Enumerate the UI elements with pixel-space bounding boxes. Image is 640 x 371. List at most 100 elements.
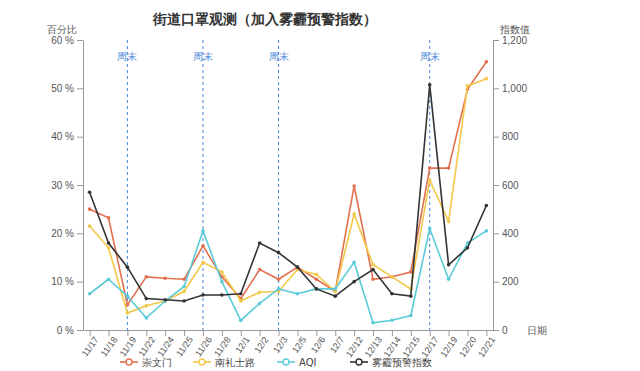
x-axis-line [84, 330, 494, 331]
tick-label: 12/14 [382, 335, 403, 359]
tick-label: 50 % [51, 83, 74, 94]
tick-mark [449, 330, 450, 336]
tick-label: 200 [502, 276, 519, 287]
annotation: 周末 [193, 51, 213, 62]
tick-label: 12/6 [309, 335, 327, 355]
tick-mark [260, 330, 261, 336]
point [315, 273, 319, 277]
point [315, 287, 319, 291]
point [88, 224, 92, 228]
tick-mark [335, 330, 336, 336]
annotation-line [202, 40, 203, 330]
point [107, 216, 111, 220]
tick: 11/26 [193, 330, 214, 358]
point [163, 276, 167, 280]
point [88, 207, 92, 211]
point [107, 241, 111, 245]
tick: 12/3 [271, 330, 289, 355]
legend-marker [199, 359, 205, 365]
tick-label: 1,000 [502, 83, 527, 94]
tick-label: 11/18 [99, 335, 120, 359]
tick: 400 [493, 228, 519, 239]
tick-label: 600 [502, 180, 519, 191]
point [352, 261, 356, 265]
tick-mark [222, 330, 223, 336]
point [352, 184, 356, 188]
tick: 12/20 [457, 330, 478, 359]
legend-label: 雾霾预警指数 [372, 357, 432, 368]
legend-marker [283, 359, 289, 365]
point [201, 244, 205, 248]
point [144, 297, 148, 301]
tick-mark [77, 137, 83, 138]
tick-label: 12/2 [252, 335, 270, 355]
tick: 800 [493, 131, 519, 142]
x-axis-title: 日期 [527, 325, 547, 336]
tick: 12/1 [233, 330, 251, 355]
tick-label: 11/26 [193, 335, 214, 359]
tick: 60 % [51, 35, 83, 46]
legend-label: 南礼士路 [215, 357, 255, 368]
tick: 12/12 [344, 330, 365, 359]
y2-axis-title: 指数值 [499, 24, 530, 35]
tick-label: 12/17 [420, 335, 441, 359]
tick-mark [493, 233, 499, 234]
point [333, 294, 337, 298]
point [466, 246, 470, 250]
tick-mark [467, 330, 468, 336]
point [239, 319, 243, 323]
tick-mark [493, 185, 499, 186]
point [277, 287, 281, 291]
tick-mark [430, 330, 431, 336]
point [107, 246, 111, 250]
tick-label: 12/21 [476, 335, 497, 359]
tick-mark [297, 330, 298, 336]
annotation: 周末 [117, 51, 137, 62]
point [88, 292, 92, 296]
point [371, 268, 375, 272]
tick-mark [184, 330, 185, 336]
tick: 12/2 [252, 330, 270, 355]
tick-label: 30 % [51, 180, 74, 191]
point [466, 84, 470, 88]
series-line [90, 229, 487, 323]
tick: 1,200 [493, 35, 527, 46]
title: 街道口罩观测（加入雾霾预警指数） [152, 11, 377, 27]
point [296, 265, 300, 269]
tick: 11/24 [155, 330, 176, 358]
tick-label: 20 % [51, 228, 74, 239]
tick-label: 12/5 [290, 335, 308, 355]
x-axis: 11/1711/1811/1911/2211/2411/2511/2611/28… [80, 330, 498, 359]
tick-mark [316, 330, 317, 336]
point [485, 77, 489, 81]
point [315, 277, 319, 281]
tick: 20 % [51, 228, 83, 239]
tick-mark [493, 282, 499, 283]
legend-marker [126, 359, 132, 365]
point [258, 241, 262, 245]
tick-label: 12/15 [401, 335, 422, 359]
point [201, 293, 205, 297]
tick-mark [486, 330, 487, 336]
point [333, 287, 337, 291]
tick-label: 11/25 [174, 335, 195, 359]
point [409, 314, 413, 318]
tick-label: 11/24 [155, 335, 176, 359]
point [182, 299, 186, 303]
point [277, 277, 281, 281]
tick: 12/19 [438, 330, 459, 359]
point [220, 270, 224, 274]
tick-mark [241, 330, 242, 336]
point [296, 292, 300, 296]
tick: 12/13 [363, 330, 384, 359]
point [220, 280, 224, 284]
point [144, 275, 148, 279]
tick: 11/25 [174, 330, 195, 358]
point [447, 277, 451, 281]
tick-label: 400 [502, 228, 519, 239]
point [409, 294, 413, 298]
tick-mark [203, 330, 204, 336]
point [371, 263, 375, 267]
tick-label: 12/12 [344, 335, 365, 359]
series-line [90, 62, 487, 305]
